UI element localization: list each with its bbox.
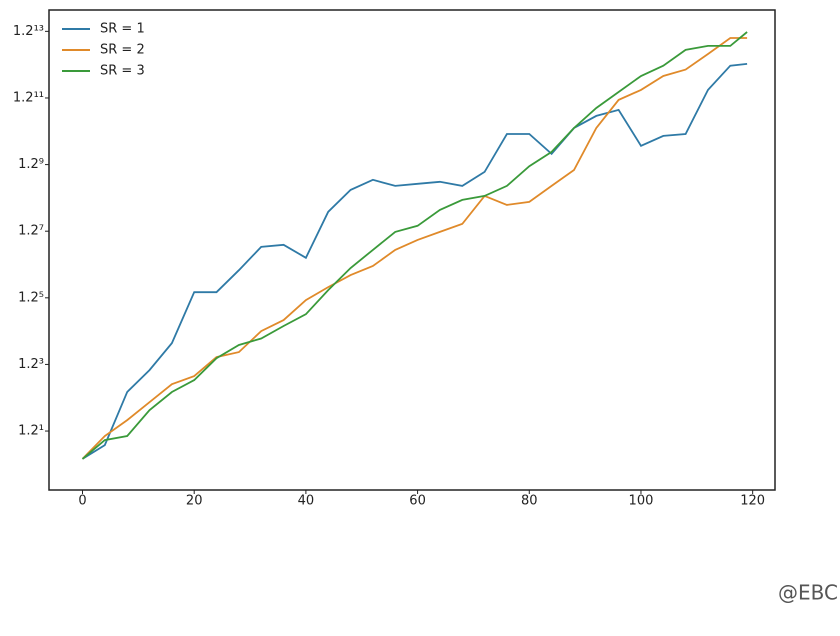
x-tick-label: 40 [298, 494, 315, 509]
x-tick-label: 0 [78, 494, 86, 509]
y-tick-label: 1.2⁵ [18, 290, 44, 305]
legend-label: SR = 3 [100, 64, 145, 79]
series-line [81, 37, 748, 460]
y-tick-label: 1.2⁷ [18, 224, 44, 239]
x-tick-label: 120 [740, 494, 765, 509]
y-tick-label: 1.2⁹ [18, 157, 44, 172]
y-tick-label: 1.2¹³ [13, 24, 44, 39]
plot-frame [48, 9, 776, 491]
series-line [82, 63, 748, 460]
y-tick-label: 1.2¹ [18, 424, 44, 439]
legend-label: SR = 1 [100, 22, 145, 37]
y-tick-label: 1.2¹¹ [13, 90, 44, 105]
x-tick-label: 80 [521, 494, 538, 509]
legend-label: SR = 2 [100, 43, 145, 58]
x-tick-label: 100 [629, 494, 654, 509]
y-tick-label: 1.2³ [18, 357, 44, 372]
x-tick-label: 20 [186, 494, 203, 509]
x-tick-label: 60 [409, 494, 426, 509]
series-line [81, 31, 748, 460]
watermark: @EBC [778, 581, 838, 605]
